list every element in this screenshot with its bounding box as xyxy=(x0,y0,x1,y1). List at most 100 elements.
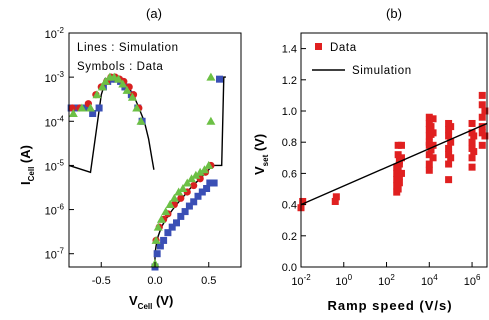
chart-b-data-point xyxy=(429,154,437,162)
chart-b-data-point xyxy=(481,107,489,115)
chart-b-data-point xyxy=(478,91,486,99)
chart-b-data-markers xyxy=(297,91,489,212)
chart-b-y-tick-label: 0.6 xyxy=(282,168,297,180)
chart-a-y-tick-label-base: 10 xyxy=(45,29,57,41)
chart-a-y-tick-label: 10-6 xyxy=(45,203,65,218)
legend-data-label: Data xyxy=(330,42,357,54)
chart-a-y-tick-label-base: 10 xyxy=(45,117,57,129)
chart-b-data-point xyxy=(481,132,489,140)
chart-b-data-point xyxy=(445,144,453,152)
chart-a-triangle-point xyxy=(165,200,175,209)
chart-b-y-tick-label: 1.0 xyxy=(282,106,297,118)
chart-a-annotation-lines: Lines : Simulation xyxy=(77,42,179,54)
chart-a-square-point xyxy=(164,229,172,237)
chart-a-triangle-point xyxy=(182,178,192,187)
chart-b-x-tick-label: 10-2 xyxy=(291,273,311,288)
chart-a-square-point xyxy=(89,110,97,118)
chart-a-data-markers xyxy=(67,72,223,271)
chart-a-y-axis-title: ICell (A) xyxy=(18,145,36,185)
chart-a-triangle-point xyxy=(92,90,102,99)
chart-b-y-tick-label: 1.2 xyxy=(282,75,297,87)
chart-a-square-point xyxy=(198,188,206,196)
chart-b-x-tick-label-base: 10 xyxy=(464,276,476,288)
chart-b-data-point xyxy=(299,197,307,205)
chart-b-simulation-line xyxy=(300,122,488,206)
chart-a-triangle-point xyxy=(132,103,142,112)
chart-a-triangle-point xyxy=(199,165,209,174)
chart-b-x-tick-label-exp: 6 xyxy=(476,273,481,282)
panel-b-label: (b) xyxy=(386,6,402,21)
panel-a-label: (a) xyxy=(146,6,162,21)
chart-b-data-point xyxy=(427,146,435,154)
chart-b-x-tick-label-base: 10 xyxy=(421,276,433,288)
chart-a-y-tick-label-exp: -4 xyxy=(57,114,65,123)
chart-b-data-point xyxy=(394,185,402,193)
chart-b-x-tick-label: 106 xyxy=(464,273,481,288)
chart-a-y-tick-label-exp: -7 xyxy=(57,247,65,256)
chart-a-triangle-point xyxy=(127,92,137,101)
chart-a-ylabel-main: I xyxy=(18,181,33,185)
chart-a-ylabel-unit: (A) xyxy=(18,145,33,167)
chart-a-annotation-symbols: Symbols : Data xyxy=(77,61,163,73)
chart-b-data-point xyxy=(445,176,453,184)
chart-a-square-point xyxy=(181,208,189,216)
chart-b-data-point xyxy=(470,148,478,156)
chart-a-y-tick-label: 10-5 xyxy=(45,158,65,173)
chart-a-triangle-point xyxy=(195,167,205,176)
chart-b-data-point xyxy=(331,197,339,205)
chart-b-x-tick-label-exp: 0 xyxy=(348,273,353,282)
chart-b-data-point xyxy=(425,166,433,174)
chart-a-square-point xyxy=(160,236,168,244)
chart-a-y-tick-label-exp: -6 xyxy=(57,203,65,212)
chart-a-triangle-point xyxy=(153,222,163,231)
chart-a-y-tick-label-exp: -5 xyxy=(57,158,65,167)
chart-a-xlabel-sub: Cell xyxy=(138,302,153,311)
chart-b-data-point xyxy=(425,160,433,168)
chart-a-x-tick-label: -0.5 xyxy=(92,275,111,287)
chart-a-triangle-point xyxy=(77,103,87,112)
chart-b-legend: Data Simulation xyxy=(312,42,411,77)
chart-a-triangle-point xyxy=(136,116,146,125)
chart-b-y-tick-label: 1.4 xyxy=(282,44,297,56)
legend-data-marker xyxy=(315,43,322,50)
chart-b-y-tick-label: 0.4 xyxy=(282,200,297,212)
chart-a: (a) -0.5 0.0 0.5 10-710-610-510-410-310-2 … xyxy=(18,6,242,311)
chart-b-x-tick-label-base: 10 xyxy=(335,276,347,288)
chart-a-square-point xyxy=(206,179,214,187)
chart-b-y-tick-label: 0.2 xyxy=(282,231,297,243)
chart-a-sim-line-2 xyxy=(212,76,226,167)
chart-a-triangle-point xyxy=(118,79,128,88)
chart-a-triangle-point xyxy=(101,76,111,85)
chart-a-triangle-point xyxy=(97,82,107,91)
chart-b-y-tick-label: 0.8 xyxy=(282,137,297,149)
chart-a-triangle-point xyxy=(122,85,132,94)
chart-a-ylabel-sub: Cell xyxy=(27,167,36,182)
chart-a-xlabel-unit: (V) xyxy=(152,293,173,308)
chart-a-square-point xyxy=(190,198,198,206)
chart-b-data-point xyxy=(425,151,433,159)
chart-a-square-point xyxy=(177,212,185,220)
chart-b-ylabel-unit: (V) xyxy=(252,134,267,155)
chart-b-data-point xyxy=(468,119,476,127)
chart-b-data-point xyxy=(429,129,437,137)
chart-a-triangle-point xyxy=(174,187,184,196)
chart-a-triangle-point xyxy=(204,160,214,169)
chart-b-data-point xyxy=(397,141,405,149)
chart-b-data-point xyxy=(427,123,435,131)
chart-b-data-point xyxy=(468,154,476,162)
chart-b-data-point xyxy=(468,138,476,146)
chart-b-x-tick-label: 100 xyxy=(335,273,352,288)
chart-a-square-point xyxy=(153,250,161,258)
chart-a-square-point xyxy=(168,223,176,231)
chart-a-triangle-point xyxy=(161,207,171,216)
chart-b-y-tick-label: 0.0 xyxy=(282,262,297,274)
chart-a-square-point xyxy=(173,219,180,227)
chart-a-triangle-point xyxy=(113,74,123,83)
chart-a-triangle-point xyxy=(178,184,188,193)
chart-b-data-point xyxy=(425,113,433,121)
chart-b-x-tick-label: 104 xyxy=(421,273,438,288)
chart-b-ylabel-sub: set xyxy=(261,154,270,166)
chart-b-x-tick-label-base: 10 xyxy=(291,276,303,288)
chart-b-data-point xyxy=(445,132,453,140)
